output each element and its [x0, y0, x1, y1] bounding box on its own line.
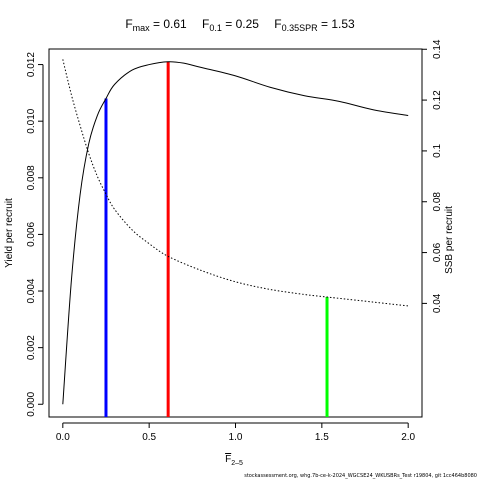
y-right-tick-label: 0.1	[432, 144, 443, 158]
yield-per-recruit-line	[62, 61, 409, 405]
title-fmax-main: F	[125, 17, 132, 31]
title-f035spr-value: = 1.53	[318, 17, 355, 31]
y-right-tick-label: 0.06	[432, 242, 443, 262]
title-fmax-value: = 0.61	[150, 17, 187, 31]
y-axis-right: 0.04 0.06 0.08 0.1 0.12 0.14	[421, 39, 443, 313]
y-right-tick-label: 0.12	[432, 90, 443, 110]
chart-title: Fmax = 0.61 F0.1 = 0.25 F0.35SPR = 1.53	[125, 17, 355, 33]
y-axis-left-title: Yield per recruit	[4, 198, 15, 268]
x-axis: 0.0 0.5 1.0 1.5 2.0	[56, 422, 416, 443]
x-tick-label: 0.5	[142, 432, 156, 443]
y-right-tick-label: 0.04	[432, 293, 443, 313]
title-f01-value: = 0.25	[222, 17, 259, 31]
title-f01-main: F	[202, 17, 209, 31]
x-axis-title: F2–5	[225, 454, 243, 467]
ssb-per-recruit-line	[62, 59, 409, 307]
y-left-tick-label: 0.008	[26, 165, 37, 190]
y-left-tick-label: 0.002	[26, 335, 37, 360]
x-axis-title-sub: 2–5	[231, 460, 243, 467]
y-left-tick-label: 0.010	[26, 108, 37, 133]
reference-lines	[104, 61, 329, 417]
y-left-tick-label: 0.006	[26, 221, 37, 246]
y-right-tick-label: 0.14	[432, 39, 443, 59]
y-axis-left: 0.000 0.002 0.004 0.006 0.008 0.010 0.012	[26, 52, 44, 417]
y-axis-right-title: SSB per recruit	[444, 206, 455, 274]
y-right-tick-label: 0.08	[432, 192, 443, 212]
title-f035spr-sub: 0.35SPR	[282, 23, 319, 33]
title-f035spr-main: F	[274, 17, 281, 31]
x-tick-label: 1.0	[229, 432, 243, 443]
x-tick-label: 0.0	[56, 432, 70, 443]
y-left-tick-label: 0.000	[26, 391, 37, 416]
x-tick-label: 1.5	[315, 432, 329, 443]
title-fmax-sub: max	[133, 23, 151, 33]
title-f01-sub: 0.1	[209, 23, 222, 33]
x-axis-title-main: F	[225, 454, 231, 465]
series-layer	[62, 59, 409, 405]
x-tick-label: 2.0	[401, 432, 415, 443]
y-left-tick-label: 0.012	[26, 52, 37, 77]
y-left-tick-label: 0.004	[26, 278, 37, 303]
credit-text: stockassessment.org, whg.7b-ce-k-2024_WG…	[244, 473, 477, 479]
